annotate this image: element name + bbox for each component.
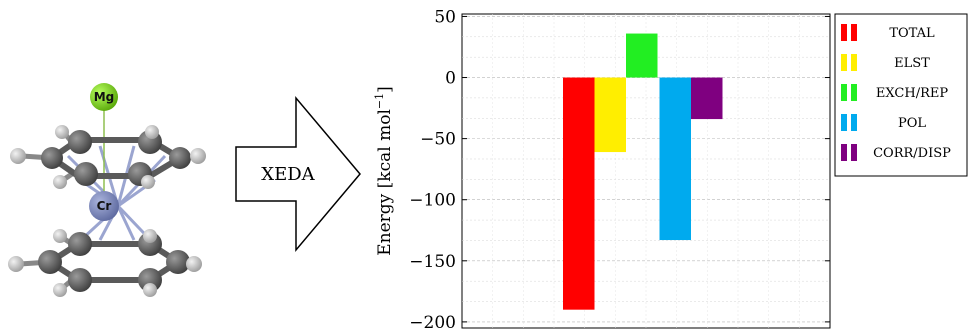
upper-ring: [41, 130, 191, 186]
magnesium-atom: [90, 83, 118, 111]
legend-swatch: [851, 54, 857, 71]
chromium-atom: [89, 191, 119, 221]
upper-hydrogens: [10, 125, 206, 189]
y-axis-title-close: ]: [375, 86, 395, 93]
legend-swatch: [851, 144, 857, 161]
y-tick-label: −100: [409, 191, 456, 211]
bar-pol: [659, 77, 691, 241]
y-axis-title: Energy [kcal mol−1]: [373, 86, 395, 256]
legend-label: POL: [898, 116, 926, 131]
lower-ring: [38, 232, 190, 292]
y-axis-title-text: Energy [kcal mol: [375, 109, 395, 256]
legend-label: TOTAL: [889, 26, 935, 41]
gridlines: [462, 14, 830, 328]
bars: [563, 33, 723, 310]
y-axis-title-superscript: −1: [373, 93, 386, 109]
lower-hydrogens: [8, 229, 202, 297]
xeda-arrow: XEDA: [235, 95, 361, 253]
bar-total: [563, 77, 595, 310]
arrow-shape: [235, 95, 361, 253]
legend-label: CORR/DISP: [873, 146, 951, 161]
legend-label: EXCH/REP: [876, 86, 948, 101]
legend-swatch: [851, 24, 857, 41]
bar-corr-disp: [691, 77, 723, 120]
y-tick-label: −150: [409, 252, 456, 272]
legend-label: ELST: [894, 56, 930, 71]
legend-swatch: [851, 114, 857, 131]
magnesium-label: Mg: [94, 90, 115, 104]
y-axis-ticks: 50 0 −50 −100 −150 −200: [409, 7, 830, 330]
y-tick-label: −200: [409, 313, 456, 330]
y-tick-label: 50: [434, 7, 456, 27]
legend-swatch: [841, 144, 847, 161]
bar-elst: [594, 77, 626, 153]
legend-swatch: [841, 114, 847, 131]
legend-swatch: [841, 54, 847, 71]
chromium-label: Cr: [97, 199, 112, 213]
legend-swatch: [851, 84, 857, 101]
energy-decomposition-chart: 50 0 −50 −100 −150 −200 Energy [kcal mol−1]: [373, 7, 831, 330]
bar-exch-rep: [626, 33, 658, 78]
legend: TOTAL ELST EXCH/REP POL CORR/DISP: [834, 13, 968, 177]
legend-swatch: [841, 24, 847, 41]
legend-swatch: [841, 84, 847, 101]
y-tick-label: 0: [445, 69, 456, 89]
y-tick-label: −50: [420, 130, 456, 150]
arrow-label: XEDA: [261, 164, 315, 185]
molecule-illustration: Cr Mg: [8, 83, 206, 297]
